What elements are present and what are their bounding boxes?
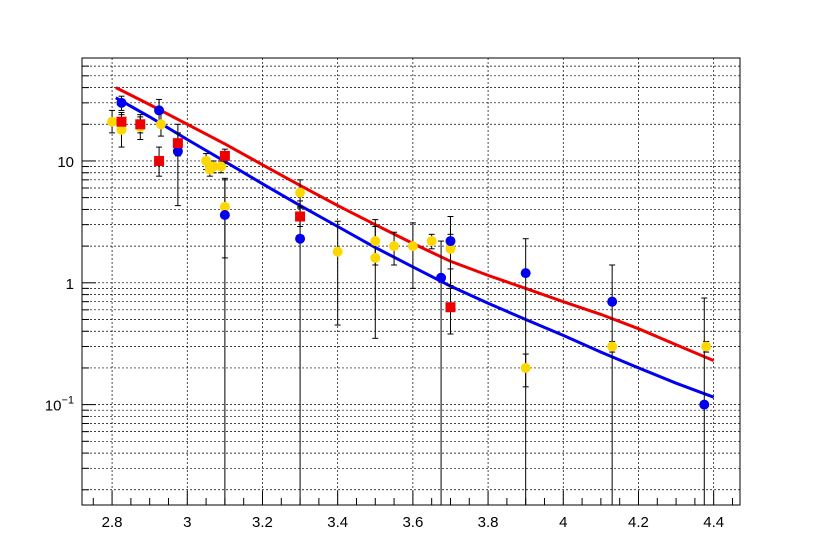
data-point-circle <box>107 116 118 127</box>
data-point-circle <box>520 362 531 373</box>
x-tick-label: 3 <box>183 514 191 531</box>
data-point-square <box>154 155 165 166</box>
data-point-circle <box>436 272 447 283</box>
data-point-circle <box>426 236 437 247</box>
data-point-circle <box>445 243 456 254</box>
data-point-circle <box>295 233 306 244</box>
data-point-circle <box>219 210 230 221</box>
data-point-square <box>445 302 456 313</box>
data-point-circle <box>208 161 219 172</box>
data-point-circle <box>116 97 127 108</box>
data-point-square <box>172 138 183 149</box>
data-point-circle <box>699 399 710 410</box>
data-point-circle <box>520 268 531 279</box>
y-tick-label: 10−1 <box>45 395 74 415</box>
x-tick-label: 4.2 <box>628 514 649 531</box>
data-point-circle <box>607 296 618 307</box>
data-point-circle <box>370 252 381 263</box>
y-tick-label: 10 <box>57 154 74 171</box>
data-point-circle <box>701 341 712 352</box>
data-point-square <box>219 150 230 161</box>
plot-frame <box>81 57 741 506</box>
x-tick-label: 4.4 <box>703 514 724 531</box>
x-tick-label: 4 <box>559 514 567 531</box>
data-point-circle <box>370 236 381 247</box>
data-point-circle <box>154 105 165 116</box>
data-point-circle <box>216 161 227 172</box>
grid <box>82 57 740 505</box>
data-point-circle <box>445 236 456 247</box>
data-point-circle <box>172 146 183 157</box>
data-point-circle <box>155 119 166 130</box>
y-tick-base: 10 <box>45 398 62 415</box>
data-point-circle <box>219 201 230 212</box>
data-point-square <box>116 116 127 127</box>
x-tick-label: 3.8 <box>478 514 499 531</box>
y-tick-label: 1 <box>66 276 74 293</box>
data-point-circle <box>389 241 400 252</box>
x-tick-label: 2.8 <box>102 514 123 531</box>
data-point-circle <box>332 246 343 257</box>
x-tick-label: 3.2 <box>252 514 273 531</box>
data-point-circle <box>295 187 306 198</box>
data-point-square <box>295 211 306 222</box>
y-tick-exponent: −1 <box>61 395 74 407</box>
error-bars <box>109 95 710 506</box>
data-point-circle <box>407 241 418 252</box>
x-tick-label: 3.6 <box>402 514 423 531</box>
x-tick-label: 3.4 <box>327 514 348 531</box>
data-point-circle <box>116 124 127 135</box>
data-point-square <box>135 119 146 130</box>
data-points <box>107 97 712 410</box>
data-point-circle <box>201 155 212 166</box>
data-point-circle <box>607 341 618 352</box>
